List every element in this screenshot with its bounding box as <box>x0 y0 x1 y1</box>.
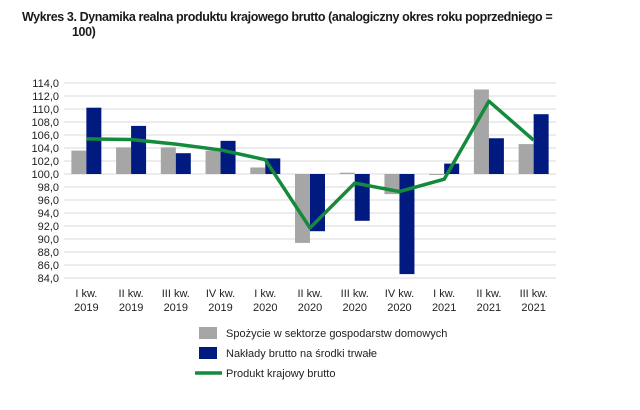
bar <box>71 150 87 174</box>
chart-title: Wykres 3. Dynamika realna produktu krajo… <box>22 10 622 40</box>
x-tick-label: 2021 <box>432 302 456 314</box>
y-tick-label: 110,0 <box>32 104 59 116</box>
y-tick-label: 86,0 <box>38 260 59 272</box>
legend-label: Produkt krajowy brutto <box>226 368 335 380</box>
x-tick-label: II kw. <box>476 288 501 300</box>
y-tick-label: 98,0 <box>38 182 59 194</box>
y-tick-label: 102,0 <box>31 156 59 168</box>
y-tick-label: 94,0 <box>38 208 59 220</box>
x-tick-label: I kw. <box>75 288 97 300</box>
x-tick-label: III kw. <box>520 288 548 300</box>
x-tick-label: IV kw. <box>206 288 235 300</box>
legend-label: Spożycie w sektorze gospodarstw domowych <box>226 328 447 340</box>
x-tick-label: IV kw. <box>385 288 414 300</box>
bar <box>220 140 236 174</box>
bar <box>429 174 445 175</box>
x-tick-label: 2020 <box>298 302 322 314</box>
y-tick-label: 108,0 <box>31 117 59 129</box>
bar <box>339 172 355 174</box>
line-series <box>86 99 535 230</box>
legend-label: Nakłady brutto na środki trwałe <box>226 348 377 360</box>
x-tick-label: II kw. <box>119 288 144 300</box>
y-tick-label: 100,0 <box>31 169 59 181</box>
bar <box>399 174 415 275</box>
x-tick-label: III kw. <box>341 288 369 300</box>
y-tick-label: 92,0 <box>38 221 59 233</box>
x-tick-label: III kw. <box>162 288 190 300</box>
bar <box>518 144 534 174</box>
bar <box>295 174 310 243</box>
bar <box>160 147 176 174</box>
x-tick-label: I kw. <box>254 288 276 300</box>
chart-title-line1: Wykres 3. Dynamika realna produktu krajo… <box>22 10 553 24</box>
x-tick-label: 2019 <box>164 302 188 314</box>
x-tick-label: 2021 <box>521 302 545 314</box>
legend-swatch <box>199 327 217 339</box>
x-tick-label: 2019 <box>74 302 98 314</box>
x-tick-label: I kw. <box>433 288 455 300</box>
bar <box>354 174 370 221</box>
x-tick-label: 2019 <box>208 302 232 314</box>
y-tick-label: 112,0 <box>32 91 59 103</box>
bar <box>86 107 102 174</box>
bar <box>488 138 504 174</box>
y-tick-label: 90,0 <box>38 234 59 246</box>
chart-title-line2: 100) <box>72 25 96 39</box>
bar <box>175 153 191 174</box>
x-tick-label: 2020 <box>253 302 277 314</box>
y-tick-label: 114,0 <box>32 78 59 90</box>
bar <box>250 167 266 174</box>
x-tick-label: 2020 <box>342 302 366 314</box>
y-tick-label: 106,0 <box>31 130 59 142</box>
y-tick-label: 96,0 <box>38 195 59 207</box>
y-tick-label: 88,0 <box>38 247 59 259</box>
y-tick-label: 84,0 <box>38 273 59 285</box>
x-tick-label: 2019 <box>119 302 143 314</box>
bar <box>131 125 147 174</box>
bar <box>116 147 132 174</box>
x-tick-label: 2021 <box>477 302 501 314</box>
bar <box>205 150 221 174</box>
y-tick-label: 104,0 <box>31 143 59 155</box>
x-tick-label: 2020 <box>387 302 411 314</box>
legend-swatch <box>199 347 217 359</box>
x-tick-label: II kw. <box>297 288 322 300</box>
bar <box>533 114 549 174</box>
